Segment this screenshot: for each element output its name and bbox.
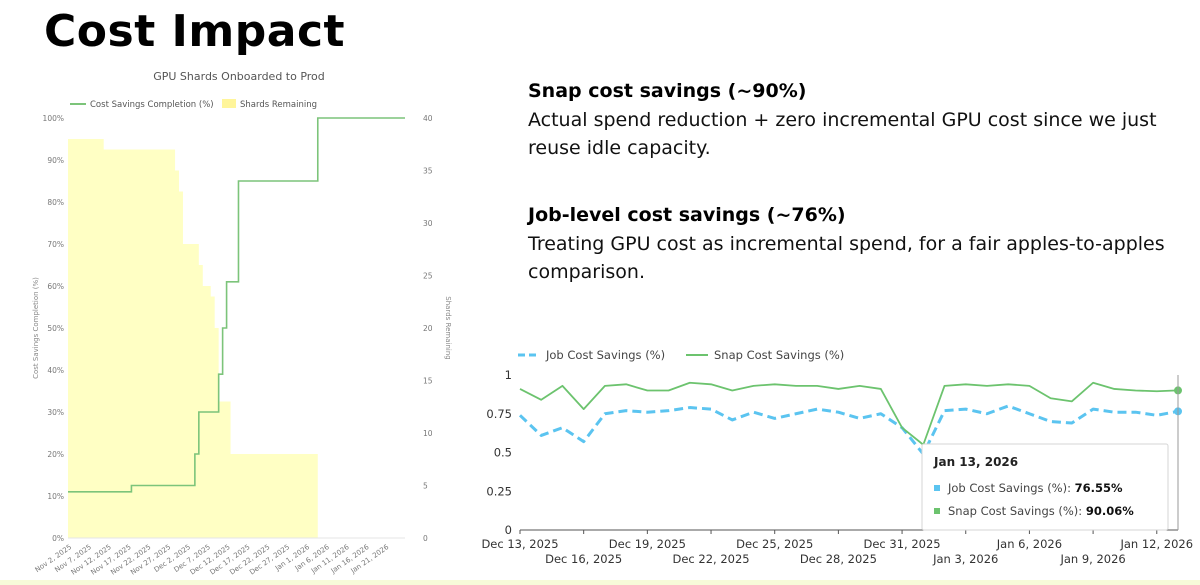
tooltip-row-label: Job Cost Savings (%): bbox=[947, 481, 1075, 495]
tooltip-row-value: 76.55% bbox=[1075, 481, 1123, 495]
job-savings-block: Job-level cost savings (~76%) Treating G… bbox=[528, 204, 1178, 286]
legend-label-job: Job Cost Savings (%) bbox=[545, 348, 665, 362]
chart1-ytick: 90% bbox=[47, 156, 64, 165]
chart2-ytick: 0.25 bbox=[486, 484, 512, 498]
chart1-ytick: 40% bbox=[47, 366, 64, 375]
tooltip-row-value: 90.06% bbox=[1086, 504, 1134, 518]
chart1-ytick: 60% bbox=[47, 282, 64, 291]
tooltip-row-text: Snap Cost Savings (%): 90.06% bbox=[948, 504, 1134, 518]
tooltip-row-label: Snap Cost Savings (%): bbox=[948, 504, 1086, 518]
chart1-y2tick: 10 bbox=[423, 429, 433, 438]
bottom-strip bbox=[0, 580, 1200, 585]
tooltip-date: Jan 13, 2026 bbox=[933, 455, 1018, 469]
snap-savings-heading: Snap cost savings (~90%) bbox=[528, 80, 807, 102]
chart2-ytick: 0.75 bbox=[486, 407, 512, 421]
chart1-y2tick: 20 bbox=[423, 324, 433, 333]
tooltip-swatch bbox=[934, 485, 940, 491]
snap-cost-savings-line bbox=[519, 381, 1179, 446]
chart2-xtick: Dec 13, 2025 bbox=[481, 537, 558, 551]
chart2-xtick: Dec 25, 2025 bbox=[736, 537, 813, 551]
legend-label-shards: Shards Remaining bbox=[240, 100, 317, 110]
chart2-xtick: Dec 19, 2025 bbox=[609, 537, 686, 551]
tooltip-row-text: Job Cost Savings (%): 76.55% bbox=[947, 481, 1123, 495]
chart1-ytick: 100% bbox=[43, 114, 64, 123]
chart2-xtick: Dec 16, 2025 bbox=[545, 552, 622, 566]
chart1-ytick: 30% bbox=[47, 408, 64, 417]
chart2-xtick: Jan 9, 2026 bbox=[1059, 552, 1125, 566]
chart1-ytick: 50% bbox=[47, 324, 64, 333]
cost-savings-line-chart: Job Cost Savings (%) Snap Cost Savings (%… bbox=[481, 348, 1193, 566]
legend-label-completion: Cost Savings Completion (%) bbox=[90, 100, 214, 110]
tooltip: Jan 13, 2026 Job Cost Savings (%): 76.55%… bbox=[921, 443, 1169, 531]
chart1-y2label: Shards Remaining bbox=[444, 296, 452, 359]
chart1-ylabel: Cost Savings Completion (%) bbox=[32, 277, 40, 379]
shards-remaining-area bbox=[68, 139, 318, 538]
job-savings-heading: Job-level cost savings (~76%) bbox=[528, 204, 846, 226]
job-savings-body: Treating GPU cost as incremental spend, … bbox=[528, 233, 1165, 283]
chart2-xtick: Jan 6, 2026 bbox=[996, 537, 1062, 551]
snap-savings-body: Actual spend reduction + zero incrementa… bbox=[528, 109, 1157, 159]
chart2-xtick: Jan 12, 2026 bbox=[1119, 537, 1193, 551]
chart1-y2tick: 30 bbox=[423, 219, 433, 228]
job-cost-savings-line bbox=[518, 404, 1179, 456]
legend-swatch-shards bbox=[222, 99, 236, 108]
chart2-ytick: 0.5 bbox=[494, 446, 512, 460]
tooltip-swatch bbox=[934, 508, 940, 514]
chart1-ytick: 0% bbox=[52, 534, 64, 543]
chart2-xtick: Dec 31, 2025 bbox=[864, 537, 941, 551]
chart1-y2tick: 0 bbox=[423, 534, 428, 543]
chart2-xtick: Dec 22, 2025 bbox=[672, 552, 749, 566]
chart1-ytick: 70% bbox=[47, 240, 64, 249]
chart2-xtick: Jan 3, 2026 bbox=[932, 552, 998, 566]
gpu-shards-chart: GPU Shards Onboarded to Prod Cost Savings… bbox=[32, 70, 452, 577]
page-title: Cost Impact bbox=[44, 6, 346, 57]
chart2-xtick: Dec 28, 2025 bbox=[800, 552, 877, 566]
chart1-y2tick: 15 bbox=[423, 377, 433, 386]
chart1-ytick: 20% bbox=[47, 450, 64, 459]
chart1-ytick: 10% bbox=[47, 492, 64, 501]
chart2-ytick: 1 bbox=[505, 368, 512, 382]
chart1-title: GPU Shards Onboarded to Prod bbox=[153, 70, 325, 83]
chart1-y2tick: 25 bbox=[423, 272, 433, 281]
completion-line bbox=[68, 117, 405, 493]
snap-savings-block: Snap cost savings (~90%) Actual spend re… bbox=[528, 80, 1178, 162]
tooltip-box bbox=[921, 443, 1169, 531]
chart1-y2tick: 5 bbox=[423, 482, 428, 491]
chart2-ytick: 0 bbox=[505, 523, 512, 537]
chart1-y2tick: 40 bbox=[423, 114, 433, 123]
chart1-ytick: 80% bbox=[47, 198, 64, 207]
legend-label-snap: Snap Cost Savings (%) bbox=[714, 348, 844, 362]
chart1-y2tick: 35 bbox=[423, 167, 433, 176]
